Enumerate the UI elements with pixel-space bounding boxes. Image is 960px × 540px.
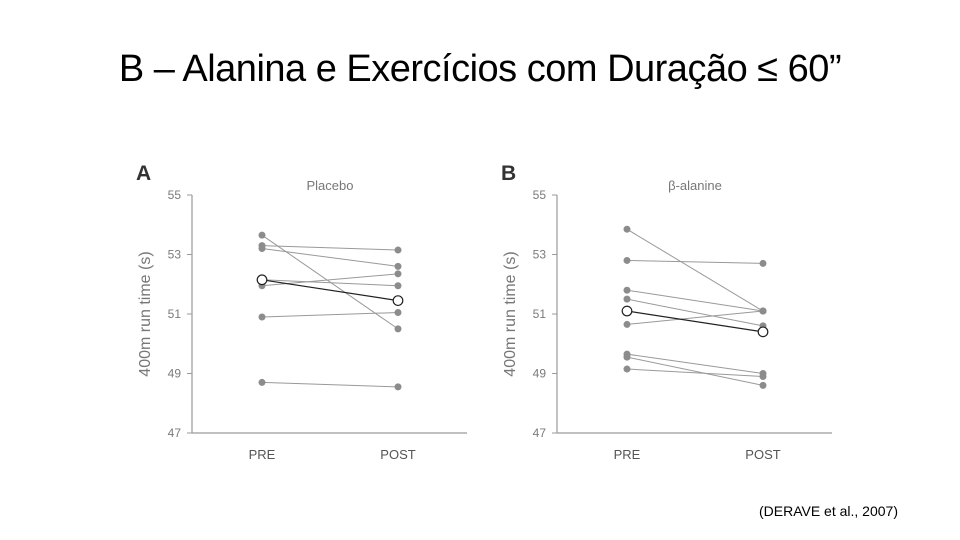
- subject-point: [258, 313, 266, 321]
- y-tick-label: 51: [533, 307, 547, 321]
- subject-point: [258, 245, 266, 253]
- subject-point: [623, 295, 631, 303]
- subject-point: [258, 231, 266, 239]
- subject-point: [623, 353, 631, 361]
- subject-point: [394, 246, 402, 254]
- subject-point: [394, 262, 402, 270]
- subject-line: [626, 289, 764, 312]
- subject-point: [623, 286, 631, 294]
- subject-point: [623, 365, 631, 373]
- subject-point: [394, 325, 402, 333]
- y-axis-label: 400m run time (s): [137, 251, 154, 376]
- subject-point: [394, 282, 402, 290]
- mean-point: [757, 326, 769, 338]
- y-tick-label: 55: [533, 188, 547, 202]
- subject-line: [261, 245, 399, 251]
- subject-line: [261, 248, 399, 267]
- y-tick-label: 55: [168, 188, 182, 202]
- mean-point: [621, 305, 633, 317]
- subject-point: [394, 270, 402, 278]
- subject-line: [261, 273, 399, 287]
- subject-point: [623, 256, 631, 264]
- subject-line: [626, 259, 764, 264]
- x-tick-label: POST: [745, 447, 780, 462]
- subject-line: [626, 356, 764, 386]
- mean-point: [392, 295, 404, 307]
- subject-point: [759, 259, 767, 267]
- y-tick-label: 47: [168, 426, 182, 440]
- mean-point: [256, 274, 268, 286]
- y-tick-label: 53: [533, 248, 547, 262]
- x-tick-label: PRE: [249, 447, 276, 462]
- mean-line: [626, 310, 764, 333]
- mean-line: [261, 279, 399, 302]
- subject-line: [261, 279, 399, 287]
- subject-point: [394, 383, 402, 391]
- subject-point: [623, 225, 631, 233]
- panel-title: Placebo: [307, 178, 354, 193]
- chart-panel-placebo: A Placebo 400m run time (s) 55 53 51 49 47 PRE PO…: [136, 162, 467, 462]
- slide-title: B – Alanina e Exercícios com Duração ≤ 6…: [118, 48, 842, 90]
- x-tick-label: PRE: [614, 447, 641, 462]
- y-tick-label: 49: [533, 367, 547, 381]
- x-tick-label: POST: [380, 447, 415, 462]
- y-axis-label: 400m run time (s): [502, 251, 519, 376]
- panel-letter: B: [501, 162, 516, 185]
- chart-panel-beta-alanine: Bβ-alanine 400m run time (s) 55 53 51 49 47 PRE…: [501, 162, 832, 462]
- subject-line: [261, 312, 399, 318]
- subject-point: [394, 309, 402, 317]
- subject-point: [759, 381, 767, 389]
- subject-line: [626, 298, 764, 327]
- panel-title: β-alanine: [668, 178, 722, 193]
- subject-point: [759, 372, 767, 380]
- y-tick-label: 47: [533, 426, 547, 440]
- subject-line: [626, 368, 764, 377]
- panel-letter: A: [136, 162, 151, 185]
- subject-point: [258, 378, 266, 386]
- y-tick-label: 53: [168, 248, 182, 262]
- subject-line: [626, 310, 764, 325]
- subject-line: [626, 353, 764, 374]
- citation: (DERAVE et al., 2007): [758, 503, 898, 519]
- subject-line: [626, 228, 764, 312]
- subject-point: [759, 307, 767, 315]
- y-tick-label: 49: [168, 367, 182, 381]
- subject-line: [261, 381, 399, 388]
- y-tick-label: 51: [168, 307, 182, 321]
- subject-point: [623, 320, 631, 328]
